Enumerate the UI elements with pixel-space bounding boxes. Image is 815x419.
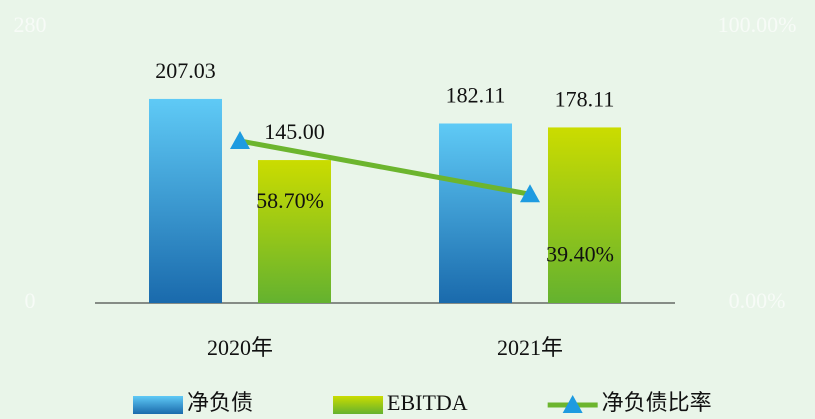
bar <box>149 98 222 303</box>
line <box>239 138 531 197</box>
legend-swatch <box>333 396 384 414</box>
bar-value-label: 182.11 <box>446 83 506 108</box>
y-tick-label: 280 <box>14 12 47 37</box>
bar-value-label: 207.03 <box>155 58 216 83</box>
line-marker <box>520 184 540 203</box>
bar-value-label: 178.11 <box>555 86 615 111</box>
y2-tick-label: 100.00% <box>718 12 797 37</box>
legend-swatch <box>133 396 183 414</box>
line-marker <box>230 130 250 149</box>
x-tick-label: 2021年 <box>497 335 563 360</box>
legend-label: 净负债 <box>187 390 253 415</box>
legend-label: 净负债比率 <box>602 390 712 415</box>
bar <box>439 123 512 303</box>
legend-marker <box>562 395 583 413</box>
bar <box>548 127 621 304</box>
legend-label: EBITDA <box>387 390 468 415</box>
y-tick-label: 0 <box>25 288 36 313</box>
bar-value-label: 145.00 <box>264 119 325 144</box>
bar <box>258 160 331 303</box>
x-tick-label: 2020年 <box>207 335 273 360</box>
line-value-label: 58.70% <box>256 188 324 213</box>
line-value-label: 39.40% <box>546 241 614 266</box>
y2-tick-label: 0.00% <box>729 288 786 313</box>
